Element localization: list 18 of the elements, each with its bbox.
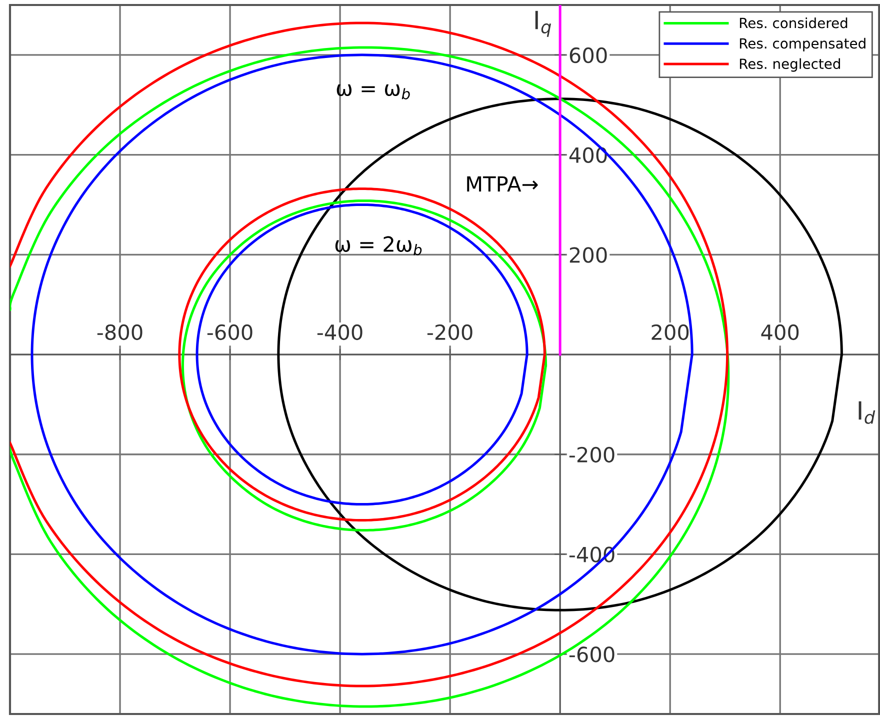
annotation: MTPA→ xyxy=(467,176,538,192)
x-tick-label: -800 xyxy=(97,324,142,340)
y-tick-label: -600 xyxy=(569,646,614,662)
x-tick-label: -200 xyxy=(427,324,472,340)
legend-label: Res. considered xyxy=(740,18,848,28)
x-tick-label: -600 xyxy=(207,324,252,340)
x-tick-label: -400 xyxy=(317,324,362,340)
x-axis-title: I$_{d}$ xyxy=(858,401,876,424)
annotation: ω = ω$_{b}$ xyxy=(336,84,410,100)
legend-label: Res. neglected xyxy=(740,58,840,72)
x-tick-label: 400 xyxy=(761,324,799,340)
y-tick-label: -200 xyxy=(569,446,614,463)
y-tick-label: 200 xyxy=(570,247,607,263)
y-axis-title: I$_{q}$ xyxy=(535,10,552,37)
annotation: ω = 2ω$_{b}$ xyxy=(335,236,422,256)
x-tick-label: 200 xyxy=(652,324,689,340)
legend-label: Res. compensated xyxy=(740,38,866,52)
y-tick-label: 600 xyxy=(570,47,607,64)
